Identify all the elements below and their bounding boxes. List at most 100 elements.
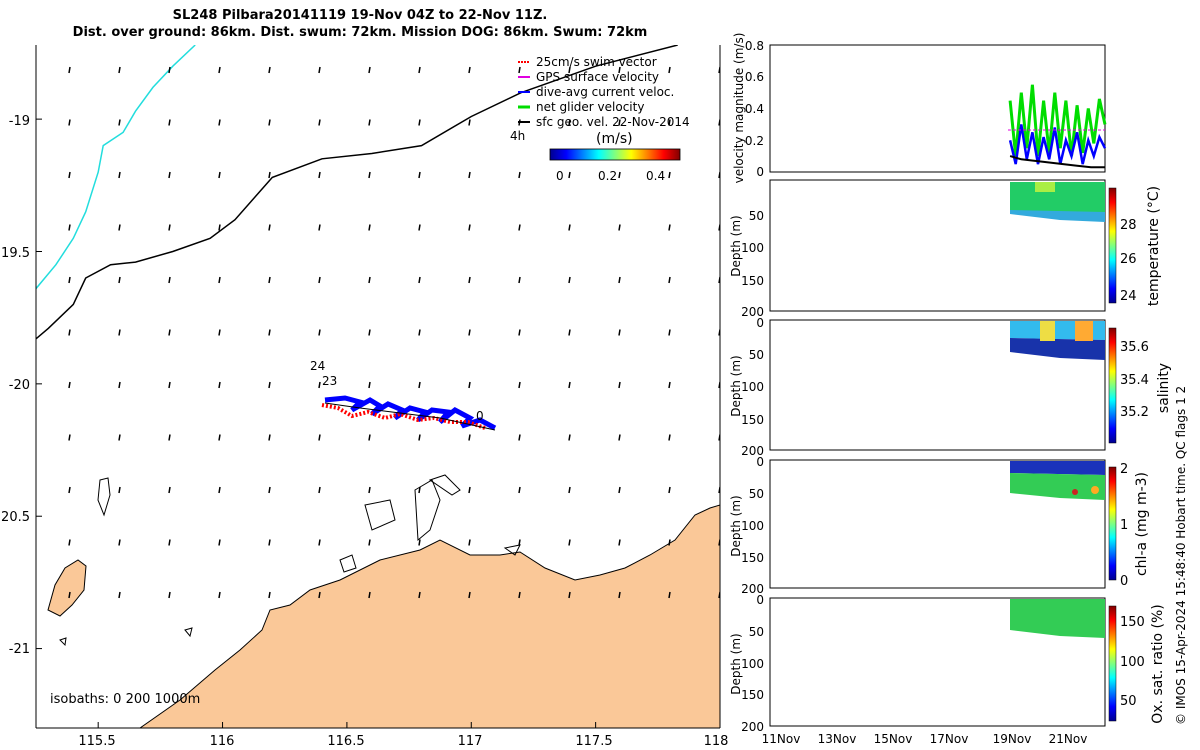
surface-velocity-arrow [118,119,121,126]
chla-ytick-150: 150 [741,551,764,565]
surface-velocity-arrow [468,171,471,179]
surface-velocity-arrow [268,276,271,284]
date-tick-19Nov: 19Nov [993,732,1032,746]
surface-velocity-arrow [618,276,621,284]
surface-velocity-arrow [368,119,371,126]
surface-velocity-arrow [318,486,321,494]
chla-ytick-0: 0 [756,455,764,469]
surface-velocity-arrow [518,381,521,389]
surface-velocity-arrow [668,434,671,441]
legend-net-label: net glider velocity [536,100,644,114]
surface-velocity-arrow [68,434,71,441]
sal-ytick-150: 150 [741,413,764,427]
surface-velocity-arrow [668,381,671,389]
map-xtick-116.5: 116.5 [327,734,364,749]
islet [414,479,441,542]
surface-velocity-arrow [268,66,271,74]
surface-velocity-arrow [668,591,671,599]
surface-velocity-arrow [68,66,71,74]
surface-velocity-arrow [268,224,271,231]
surface-velocity-arrow [318,276,321,284]
temp-tick-24: 24 [1120,289,1137,304]
surface-velocity-arrow [218,119,221,126]
chla-colorbar [1108,466,1117,581]
surface-velocity-arrow [468,66,471,74]
surface-velocity-arrow [318,381,321,389]
map-axes [35,45,721,729]
map-ytick-20: -20 [9,378,30,393]
surface-velocity-arrow [218,434,221,441]
map-ticks [36,118,721,728]
surface-velocity-arrow [468,276,471,284]
surface-velocity-arrow [618,591,621,599]
ox-tick-150: 150 [1120,615,1145,630]
surface-velocity-arrow [518,276,521,284]
surface-velocity-arrow [668,539,671,546]
salinity-high-patch [1040,321,1055,341]
surface-velocity-arrow [568,381,571,389]
surface-velocity-arrow [68,171,71,179]
surface-velocity-arrow [268,486,271,494]
surface-velocity-arrow [268,171,271,179]
map-ytick-20.5: 20.5 [1,510,30,525]
oxygen-label: Ox. sat. ratio (%) [1150,604,1166,723]
legend-swim-label: 25cm/s swim vector [536,55,657,69]
surface-velocity-arrow [418,119,421,126]
time-label-0: 0 [476,409,484,423]
surface-velocity-arrow [668,66,671,74]
surface-velocity-arrow [118,434,121,441]
surface-velocity-arrow [568,591,571,599]
islet [97,477,111,517]
chla-label: chl-a (mg m-3) [1134,472,1150,576]
surface-velocity-grid [68,66,720,599]
surface-velocity-arrow [268,119,271,126]
surface-velocity-arrow [568,66,571,74]
net-glider-velocity-series [1008,84,1107,157]
temp-tick-28: 28 [1120,218,1137,233]
surface-velocity-arrow [668,119,671,126]
salinity-colorbar [1108,327,1117,444]
sal-ytick-200: 200 [741,444,764,458]
surface-velocity-arrow [268,591,271,599]
sal-ytick-50: 50 [749,348,764,362]
islet [364,499,396,531]
surface-velocity-arrow [618,434,621,441]
surface-velocity-arrow [368,276,371,284]
colorbar-tick-0.4: 0.4 [646,169,665,183]
surface-velocity-arrow [168,486,171,494]
surface-velocity-arrow [418,224,421,231]
surface-velocity-arrow [618,329,621,336]
surface-velocity-arrow [118,224,121,231]
ox-ylabel: Depth (m) [729,633,743,694]
imos-credit: © IMOS 15-Apr-2024 15:48:40 Hobart time.… [1174,386,1188,725]
surface-velocity-arrow [468,329,471,336]
surface-velocity-arrow [418,171,421,179]
surface-velocity-arrow [318,329,321,336]
date-tick-13Nov: 13Nov [818,732,857,746]
surface-velocity-arrow [118,66,121,74]
vel-ytick-0.8: 0.8 [745,39,764,53]
surface-velocity-arrow [668,224,671,231]
vel-ytick-0.2: 0.2 [745,134,764,148]
surface-velocity-arrow [618,66,621,74]
surface-velocity-arrow [418,329,421,336]
surface-velocity-arrow [568,119,571,126]
surface-velocity-arrow [218,224,221,231]
surface-velocity-arrow [168,434,171,441]
surface-velocity-arrow [368,224,371,231]
islet [59,637,67,647]
surface-velocity-arrow [68,224,71,231]
salinity-label: salinity [1156,363,1172,413]
ox-ytick-100: 100 [741,657,764,671]
chla-ytick-50: 50 [749,487,764,501]
sal-tick-35.4: 35.4 [1120,373,1149,388]
surface-velocity-arrow [68,276,71,284]
map-ytick-21: -21 [9,642,30,657]
surface-velocity-arrow [618,381,621,389]
surface-velocity-arrow [368,486,371,494]
surface-velocity-arrow [218,539,221,546]
surface-velocity-arrow [68,486,71,494]
islet [184,627,193,638]
surface-velocity-arrow [68,539,71,546]
